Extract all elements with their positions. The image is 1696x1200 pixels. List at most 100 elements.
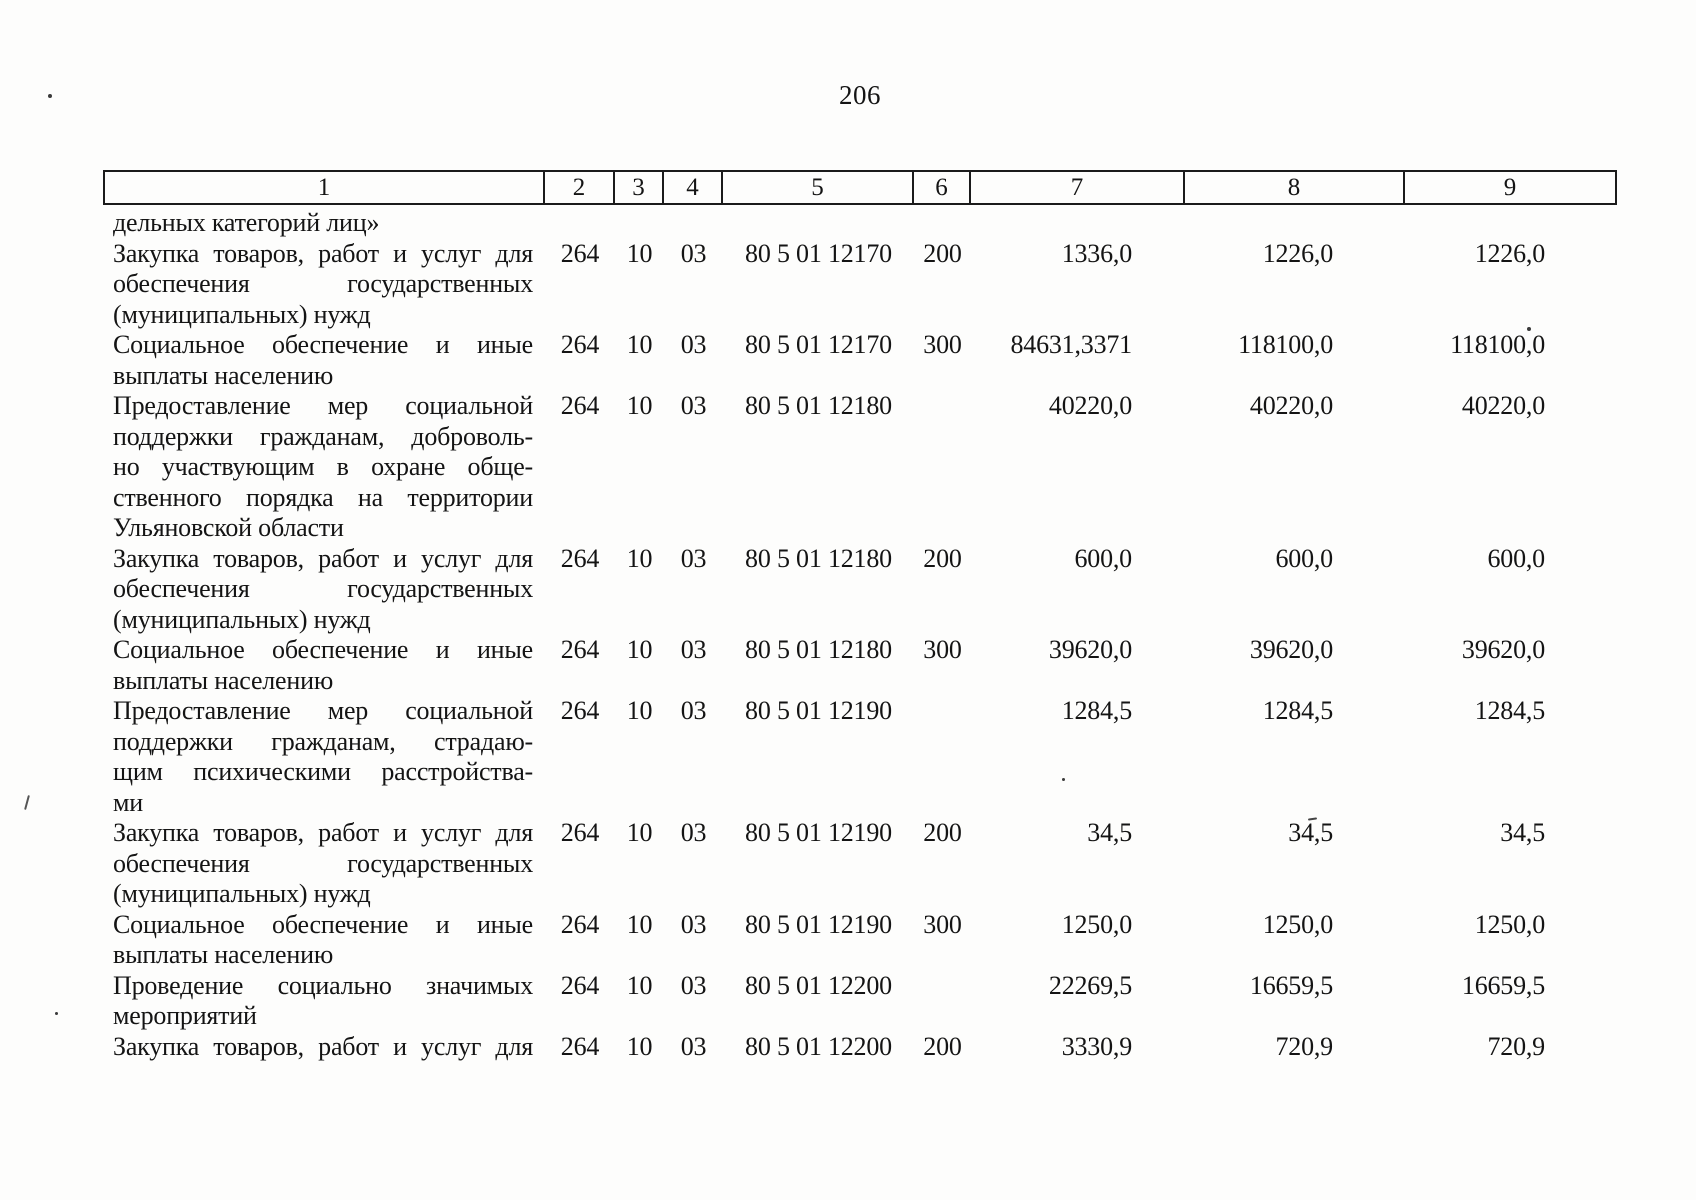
cell-col7	[971, 208, 1185, 239]
text-line: (муниципальных) нужд	[113, 604, 371, 634]
cell-col8: 34,5	[1288, 818, 1333, 847]
cell-col9: 1226,0	[1474, 238, 1546, 268]
cell-col8: 1284,5	[1262, 696, 1334, 725]
cell-col2: 264	[560, 391, 600, 420]
cell-col3: 10	[626, 909, 653, 939]
cell-col9: 118100,0	[1450, 330, 1545, 359]
scan-speck	[55, 1012, 58, 1015]
cell-col6	[914, 696, 971, 818]
cell-col7: 84631,3371	[1010, 330, 1132, 359]
cell-col5: 80 5 01 12170	[745, 238, 892, 268]
cell-col2: 264	[560, 1031, 600, 1061]
cell-col7: 22269,5	[1048, 970, 1132, 1000]
table-row: Проведение социально значимых мероприятий…	[105, 971, 1615, 1032]
text-line: поддержки гражданам, страдаю-	[113, 726, 533, 756]
cell-col3: 10	[626, 1031, 653, 1061]
cell-col3: 10	[626, 543, 653, 573]
cell-name: дельных категорий лиц»	[105, 208, 545, 239]
table-row: Социальное обеспечение и иные выплаты нас…	[105, 635, 1615, 696]
text-line: обеспечения государственных	[113, 848, 533, 878]
text-line: поддержки гражданам, доброволь-	[113, 421, 533, 451]
cell-name: Закупка товаров, работ и услуг для обеспе…	[105, 239, 545, 331]
cell-name: Проведение социально значимых мероприятий	[105, 971, 545, 1032]
cell-col2: 264	[560, 909, 600, 939]
text-line: Проведение социально значимых	[113, 970, 533, 1000]
table-row: Закупка товаров, работ и услуг для 264 10 0…	[105, 1032, 1615, 1063]
cell-col5: 80 5 01 12190	[745, 696, 892, 725]
cell-col9: 1284,5	[1474, 696, 1546, 725]
cell-col7: 1284,5	[1061, 696, 1133, 725]
table-row: Закупка товаров, работ и услуг для обеспе…	[105, 239, 1615, 331]
table-row: Предоставление мер социальной поддержки г…	[105, 696, 1615, 818]
cell-col7: 34,5	[1087, 818, 1132, 847]
cell-col4	[664, 208, 723, 239]
column-header: 5	[723, 172, 914, 203]
cell-col2: 264	[560, 543, 600, 573]
cell-col5	[723, 208, 914, 239]
cell-col5: 80 5 01 12180	[745, 635, 892, 664]
cell-col3	[615, 208, 664, 239]
cell-col5: 80 5 01 12190	[745, 909, 892, 939]
text-line: Предоставление мер социальной	[113, 696, 533, 725]
cell-col9: 34,5	[1500, 818, 1545, 847]
cell-col7: 600,0	[1074, 543, 1132, 573]
cell-col4: 03	[680, 330, 707, 359]
cell-col3: 10	[626, 391, 653, 420]
cell-col8	[1185, 208, 1405, 239]
text-line: Закупка товаров, работ и услуг для	[113, 1031, 533, 1061]
cell-col6	[914, 391, 971, 544]
cell-name: Закупка товаров, работ и услуг для обеспе…	[105, 544, 545, 636]
cell-col3: 10	[626, 696, 653, 725]
cell-name: Закупка товаров, работ и услуг для обеспе…	[105, 818, 545, 910]
text-line: Закупка товаров, работ и услуг для	[113, 818, 533, 847]
cell-col3: 10	[626, 635, 653, 664]
cell-col4: 03	[680, 696, 707, 725]
column-header: 2	[545, 172, 615, 203]
cell-col4: 03	[680, 1031, 707, 1061]
cell-name: Предоставление мер социальной поддержки г…	[105, 391, 545, 544]
table-row: Закупка товаров, работ и услуг для обеспе…	[105, 818, 1615, 910]
table-body: дельных категорий лиц» Закупка товаров, р…	[105, 205, 1615, 1062]
table-row: Предоставление мер социальной поддержки г…	[105, 391, 1615, 544]
text-line: выплаты населению	[113, 940, 334, 969]
cell-name: Социальное обеспечение и иные выплаты нас…	[105, 910, 545, 971]
cell-col4: 03	[680, 818, 707, 847]
cell-col9	[1405, 208, 1615, 239]
table-row: дельных категорий лиц»	[105, 208, 1615, 239]
column-header: 6	[914, 172, 971, 203]
cell-col2: 264	[560, 635, 600, 664]
text-line: Закупка товаров, работ и услуг для	[113, 543, 533, 573]
cell-col7: 1336,0	[1061, 238, 1133, 268]
text-line: (муниципальных) нужд	[113, 879, 371, 908]
column-header: 9	[1503, 174, 1517, 201]
cell-col6: 200	[923, 1031, 962, 1061]
cell-name: Социальное обеспечение и иные выплаты нас…	[105, 330, 545, 391]
cell-col4: 03	[680, 543, 707, 573]
cell-col8: 118100,0	[1238, 330, 1333, 359]
cell-col4: 03	[680, 238, 707, 268]
column-header: 4	[664, 172, 723, 203]
cell-col9: 720,9	[1487, 1031, 1545, 1061]
cell-col6: 200	[923, 238, 962, 268]
text-line: ственного порядка на территории	[113, 482, 533, 512]
cell-col8: 600,0	[1275, 543, 1333, 573]
cell-name: Предоставление мер социальной поддержки г…	[105, 696, 545, 818]
cell-col2: 264	[560, 696, 600, 725]
cell-col7: 39620,0	[1048, 635, 1132, 664]
cell-col4: 03	[680, 970, 707, 1000]
scan-speck	[1527, 327, 1531, 331]
text-line: щим психическими расстройства-	[113, 757, 533, 786]
cell-col6: 200	[923, 543, 962, 573]
cell-col9: 600,0	[1487, 543, 1545, 573]
text-line: (муниципальных) нужд	[113, 299, 371, 329]
text-line: обеспечения государственных	[113, 574, 533, 603]
table-row: Социальное обеспечение и иные выплаты нас…	[105, 910, 1615, 971]
cell-col3: 10	[626, 238, 653, 268]
cell-name: Закупка товаров, работ и услуг для	[105, 1032, 545, 1063]
cell-col5: 80 5 01 12200	[745, 1031, 892, 1061]
cell-col3: 10	[626, 818, 653, 847]
text-line: Предоставление мер социальной	[113, 391, 533, 420]
text-line: дельных категорий лиц»	[113, 208, 380, 237]
cell-col7: 1250,0	[1061, 909, 1133, 939]
column-header: 8	[1185, 172, 1405, 203]
